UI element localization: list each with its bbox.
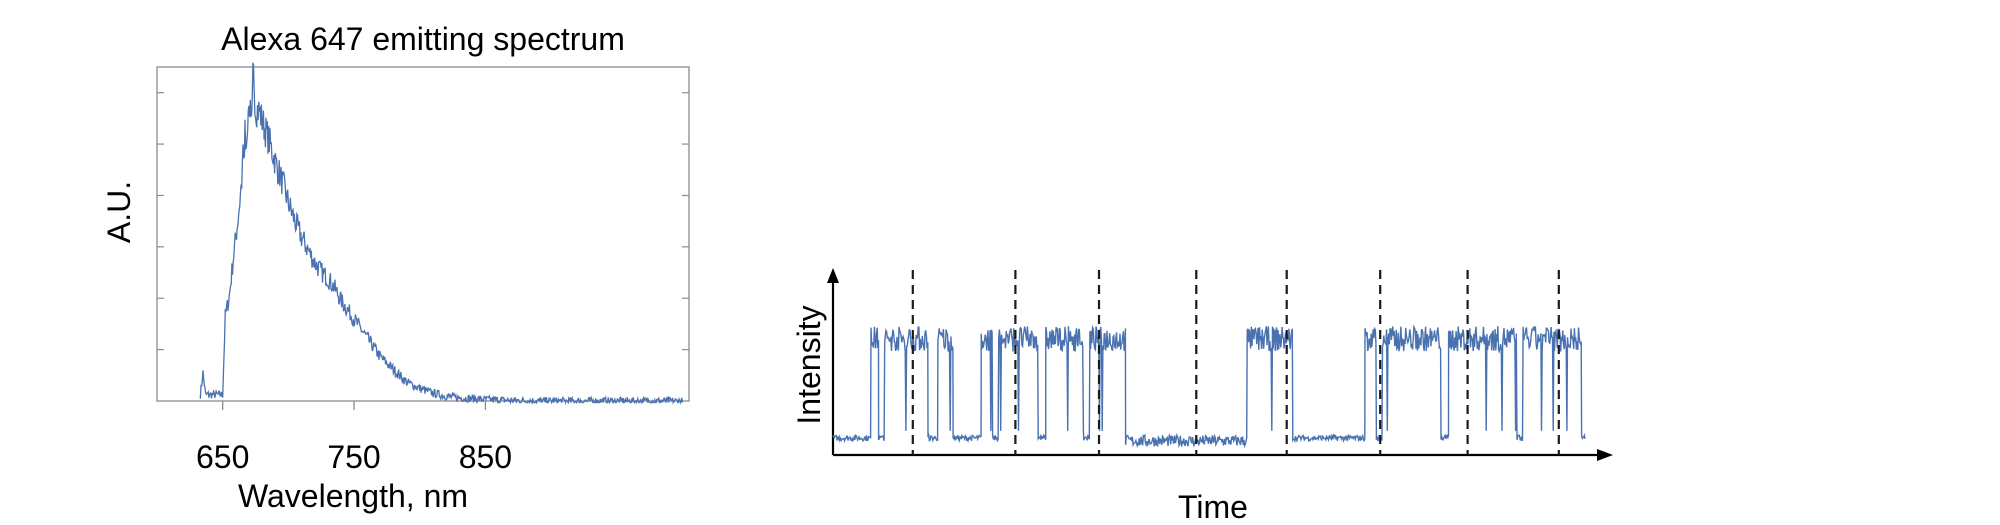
trace-y-axis-label: Intensity	[791, 305, 827, 424]
spectrum-x-tick-label: 750	[327, 439, 380, 475]
spectrum-chart: Alexa 647 emitting spectrum 650 750 850 Wa…	[101, 21, 690, 514]
spectrum-y-axis-label: A.U.	[101, 181, 137, 243]
spectrum-x-axis-label: Wavelength, nm	[238, 478, 468, 514]
spectrum-ticks	[157, 92, 689, 410]
intensity-trace-chart: Time Intensity	[791, 268, 1613, 525]
spectrum-title: Alexa 647 emitting spectrum	[221, 21, 625, 57]
spectrum-series-line	[199, 62, 684, 406]
spectrum-x-tick-label: 850	[459, 439, 512, 475]
trace-y-axis-arrow-icon	[827, 268, 839, 283]
trace-x-axis-arrow-icon	[1597, 449, 1613, 461]
spectrum-plot-frame	[156, 66, 690, 402]
spectrum-x-tick-labels: 650 750 850	[196, 439, 512, 475]
spectrum-x-tick-label: 650	[196, 439, 249, 475]
trace-series-line	[832, 324, 1586, 449]
trace-dividers	[911, 270, 1560, 455]
trace-x-axis-label: Time	[1178, 489, 1248, 525]
